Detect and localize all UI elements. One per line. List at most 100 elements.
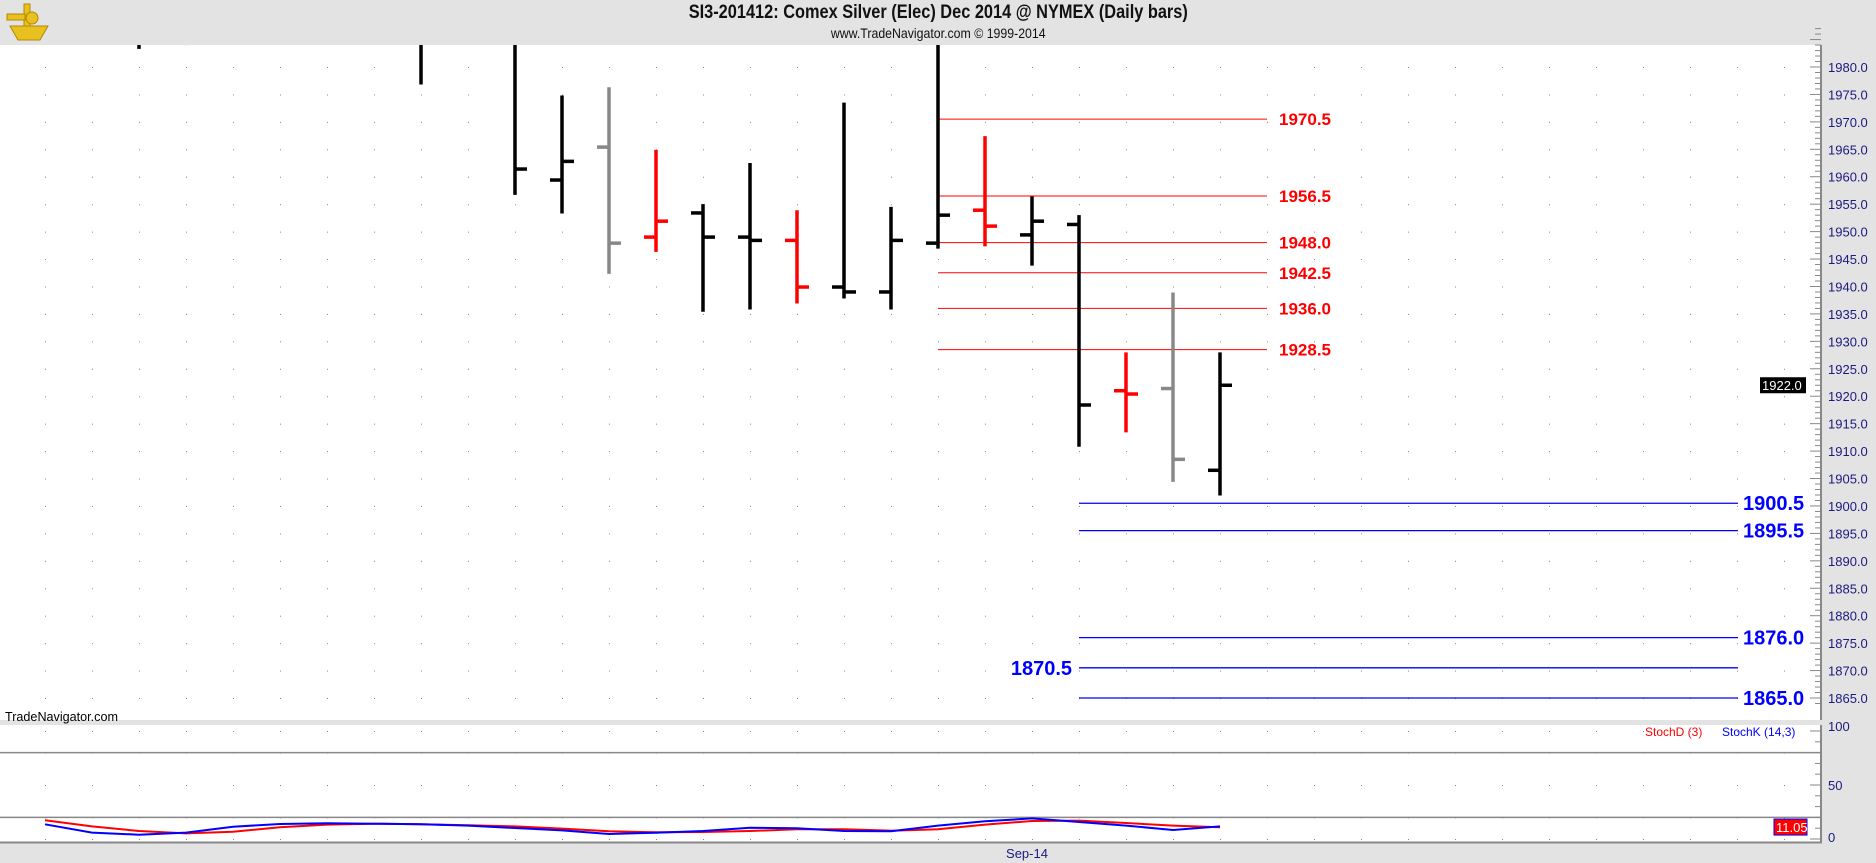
grid-dot: [1032, 698, 1033, 700]
grid-dot: [515, 785, 516, 786]
grid-dot: [515, 286, 516, 288]
y-tick-label: 1905.0: [1828, 472, 1868, 487]
stoch-last-value-box: [1773, 818, 1808, 836]
grid-dot: [797, 341, 798, 343]
grid-dot: [1737, 588, 1738, 590]
grid-dot: [1173, 176, 1174, 178]
grid-dot: [327, 94, 328, 96]
y-tick-label: 1950.0: [1828, 225, 1868, 240]
grid-dot: [186, 643, 187, 645]
grid-dot: [421, 313, 422, 315]
grid-dot: [1220, 839, 1221, 840]
grid-dot: [280, 560, 281, 562]
grid-dot: [1126, 533, 1127, 535]
grid-dot: [468, 560, 469, 562]
grid-dot: [1361, 560, 1362, 562]
grid-dot: [844, 560, 845, 562]
grid-dot: [1314, 785, 1315, 786]
grid-dot: [327, 731, 328, 732]
grid-dot: [891, 368, 892, 370]
grid-dot: [844, 588, 845, 590]
grid-dot: [1173, 839, 1174, 840]
grid-dot: [139, 149, 140, 151]
stochastic-panel[interactable]: [0, 725, 1821, 842]
grid-dot: [1690, 368, 1691, 370]
grid-dot: [797, 149, 798, 151]
grid-dot: [45, 396, 46, 398]
grid-dot: [1361, 451, 1362, 453]
grid-dot: [1502, 313, 1503, 315]
grid-dot: [891, 121, 892, 123]
grid-dot: [1784, 615, 1785, 617]
grid-dot: [1408, 643, 1409, 645]
grid-dot: [1690, 204, 1691, 206]
grid-dot: [1737, 505, 1738, 507]
grid-dot: [1643, 533, 1644, 535]
grid-dot: [1032, 533, 1033, 535]
grid-dot: [233, 149, 234, 151]
grid-dot: [186, 231, 187, 233]
grid-dot: [1643, 785, 1644, 786]
grid-dot: [562, 259, 563, 261]
grid-dot: [280, 533, 281, 535]
grid-dot: [468, 505, 469, 507]
grid-dot: [45, 731, 46, 732]
grid-dot: [985, 396, 986, 398]
grid-dot: [1549, 286, 1550, 288]
grid-dot: [1549, 67, 1550, 68]
price-panel[interactable]: [0, 45, 1821, 720]
grid-dot: [750, 478, 751, 480]
grid-dot: [1737, 731, 1738, 732]
grid-dot: [1314, 176, 1315, 178]
x-axis-label: Sep-14: [1006, 846, 1048, 861]
grid-dot: [609, 670, 610, 672]
grid-dot: [1549, 259, 1550, 261]
grid-dot: [1361, 121, 1362, 123]
grid-dot: [1314, 286, 1315, 288]
grid-dot: [1737, 204, 1738, 206]
grid-dot: [1549, 731, 1550, 732]
grid-dot: [1314, 670, 1315, 672]
grid-dot: [750, 533, 751, 535]
grid-dot: [1643, 204, 1644, 206]
grid-dot: [1314, 94, 1315, 96]
grid-dot: [421, 698, 422, 700]
grid-dot: [703, 313, 704, 315]
ohlc-bar: [1208, 352, 1232, 496]
grid-dot: [938, 670, 939, 672]
grid-dot: [280, 396, 281, 398]
grid-dot: [609, 478, 610, 480]
grid-dot: [468, 94, 469, 96]
grid-dot: [703, 451, 704, 453]
grid-dot: [45, 149, 46, 151]
price-axis: 1980.0 1975.0 1970.0 1965.0 1960.0 1955.0 1950…: [1760, 28, 1868, 706]
grid-dot: [515, 231, 516, 233]
grid-dot: [515, 731, 516, 732]
grid-dot: [186, 533, 187, 535]
grid-dot: [45, 176, 46, 178]
grid-dot: [1690, 478, 1691, 480]
grid-dot: [1032, 839, 1033, 840]
grid-dot: [1032, 670, 1033, 672]
grid-dot: [327, 204, 328, 206]
grid-dot: [1314, 643, 1315, 645]
grid-dot: [985, 670, 986, 672]
grid-dot: [1549, 94, 1550, 96]
grid-dot: [186, 368, 187, 370]
panel-divider[interactable]: [0, 720, 1821, 725]
grid-dot: [1267, 505, 1268, 507]
grid-dot: [45, 423, 46, 425]
grid-dot: [1032, 286, 1033, 288]
grid-dot: [92, 94, 93, 96]
grid-dot: [750, 451, 751, 453]
grid-dot: [92, 423, 93, 425]
grid-dot: [844, 423, 845, 425]
support-label: 1895.5: [1743, 521, 1804, 543]
grid-dot: [656, 149, 657, 151]
grid-dot: [374, 615, 375, 617]
grid-dot: [609, 560, 610, 562]
grid-dot: [45, 643, 46, 645]
grid-dot: [1267, 643, 1268, 645]
grid-dot: [656, 505, 657, 507]
grid-dot: [515, 478, 516, 480]
